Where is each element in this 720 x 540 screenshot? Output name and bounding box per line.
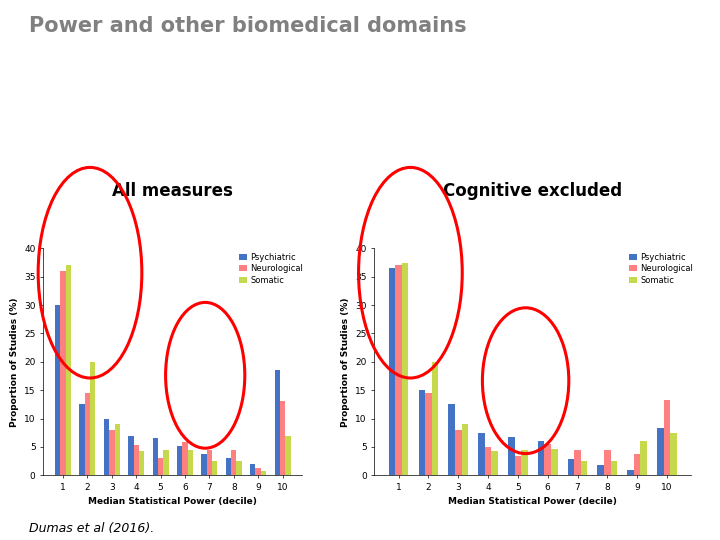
Text: All measures: All measures <box>112 182 233 200</box>
Bar <box>90 362 96 475</box>
Bar <box>491 451 498 475</box>
Bar <box>551 449 557 475</box>
Bar <box>395 265 402 475</box>
Bar <box>139 451 144 475</box>
Bar <box>231 450 236 475</box>
Bar <box>575 450 581 475</box>
Bar <box>485 447 491 475</box>
Bar <box>66 265 71 475</box>
Bar <box>104 418 109 475</box>
Bar <box>478 433 485 475</box>
Bar <box>657 428 664 475</box>
Bar <box>426 393 432 475</box>
Bar <box>158 458 163 475</box>
Bar <box>285 435 291 475</box>
Bar <box>55 305 60 475</box>
Bar <box>212 461 217 475</box>
Bar <box>567 460 575 475</box>
Bar <box>515 456 521 475</box>
Bar <box>544 444 551 475</box>
Text: Power and other biomedical domains: Power and other biomedical domains <box>29 16 467 36</box>
Bar <box>128 435 133 475</box>
Bar <box>188 450 193 475</box>
Bar <box>261 471 266 475</box>
Bar <box>670 433 677 475</box>
Bar <box>153 438 158 475</box>
Bar <box>640 441 647 475</box>
Bar <box>611 461 617 475</box>
Y-axis label: Proportion of Studies (%): Proportion of Studies (%) <box>341 297 350 427</box>
Bar <box>598 465 604 475</box>
Bar <box>521 450 528 475</box>
Bar <box>133 444 139 475</box>
Bar <box>455 430 462 475</box>
Bar <box>664 400 670 475</box>
Bar <box>634 454 640 475</box>
Bar <box>109 430 114 475</box>
Bar <box>274 370 280 475</box>
Bar <box>538 441 544 475</box>
Bar <box>182 442 188 475</box>
Bar <box>389 268 395 475</box>
X-axis label: Median Statistical Power (decile): Median Statistical Power (decile) <box>89 497 257 507</box>
Bar <box>508 437 515 475</box>
Bar <box>418 390 426 475</box>
Text: Dumas et al (2016).: Dumas et al (2016). <box>29 522 154 535</box>
Bar <box>60 271 66 475</box>
Bar <box>432 362 438 475</box>
Bar <box>79 404 85 475</box>
Bar <box>177 446 182 475</box>
Bar <box>250 464 256 475</box>
Legend: Psychiatric, Neurological, Somatic: Psychiatric, Neurological, Somatic <box>629 253 693 285</box>
Bar <box>449 404 455 475</box>
Bar <box>604 450 611 475</box>
Bar <box>581 461 588 475</box>
Bar <box>202 454 207 475</box>
Bar <box>226 458 231 475</box>
Bar <box>236 461 242 475</box>
Bar <box>163 450 168 475</box>
Y-axis label: Proportion of Studies (%): Proportion of Studies (%) <box>9 297 19 427</box>
X-axis label: Median Statistical Power (decile): Median Statistical Power (decile) <box>449 497 617 507</box>
Bar <box>114 424 120 475</box>
Legend: Psychiatric, Neurological, Somatic: Psychiatric, Neurological, Somatic <box>239 253 303 285</box>
Bar <box>207 450 212 475</box>
Bar <box>462 424 468 475</box>
Bar <box>627 470 634 475</box>
Bar <box>85 393 90 475</box>
Bar <box>280 402 285 475</box>
Bar <box>256 468 261 475</box>
Bar <box>402 262 408 475</box>
Text: Cognitive excluded: Cognitive excluded <box>444 182 622 200</box>
